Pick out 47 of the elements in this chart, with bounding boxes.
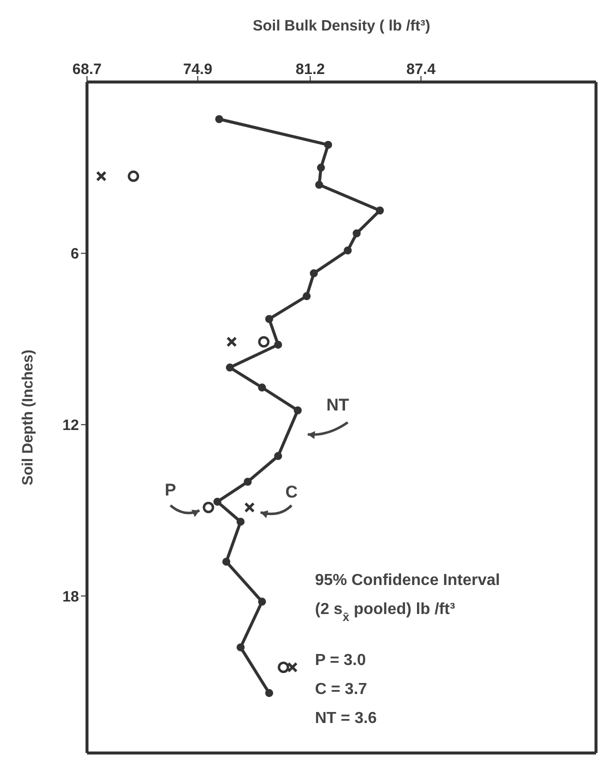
point [352, 229, 361, 238]
point [128, 170, 140, 182]
annotation: C = 3.7 [315, 681, 368, 698]
point [310, 269, 318, 278]
point [302, 292, 311, 300]
point [376, 206, 384, 214]
point [96, 170, 107, 182]
point [265, 689, 274, 698]
annotation: (2 s$_{x̄}$ pooled) lb /ft³ [315, 601, 456, 624]
x-tick-label: 68.7 [72, 61, 102, 78]
point [236, 518, 245, 526]
point [274, 340, 282, 349]
point [258, 384, 266, 392]
x-axis-title: Soil Bulk Density ( lb /ft³) [252, 18, 430, 35]
point [222, 558, 230, 566]
series-label: NT [326, 395, 350, 414]
point [258, 336, 270, 348]
point [213, 498, 222, 506]
x-tick-label: 81.2 [296, 61, 325, 78]
point [294, 406, 302, 414]
point [226, 364, 234, 372]
point [244, 502, 255, 513]
point [278, 662, 290, 674]
y-axis-title: Soil Depth (Inches) [19, 350, 36, 486]
x-tick-label: 87.4 [406, 61, 436, 78]
x-tick-label: 74.9 [183, 61, 212, 78]
y-tick-label: 12 [62, 416, 79, 434]
point [274, 452, 282, 460]
series-label: C [285, 482, 298, 502]
point [215, 115, 224, 124]
point [244, 478, 252, 486]
y-tick-label: 6 [70, 246, 79, 263]
y-tick-label: 18 [62, 588, 79, 606]
annotation: P = 3.0 [315, 652, 366, 669]
annotation: 95% Confidence Interval [315, 572, 500, 589]
point [316, 164, 325, 172]
point [202, 502, 214, 514]
point [265, 314, 274, 323]
series-label: P [164, 480, 176, 500]
annotation: NT = 3.6 [315, 710, 377, 727]
point [226, 336, 237, 348]
point [344, 246, 352, 254]
point [315, 180, 324, 189]
point [324, 140, 332, 149]
point [236, 643, 245, 652]
point [258, 598, 266, 606]
point [287, 662, 298, 673]
